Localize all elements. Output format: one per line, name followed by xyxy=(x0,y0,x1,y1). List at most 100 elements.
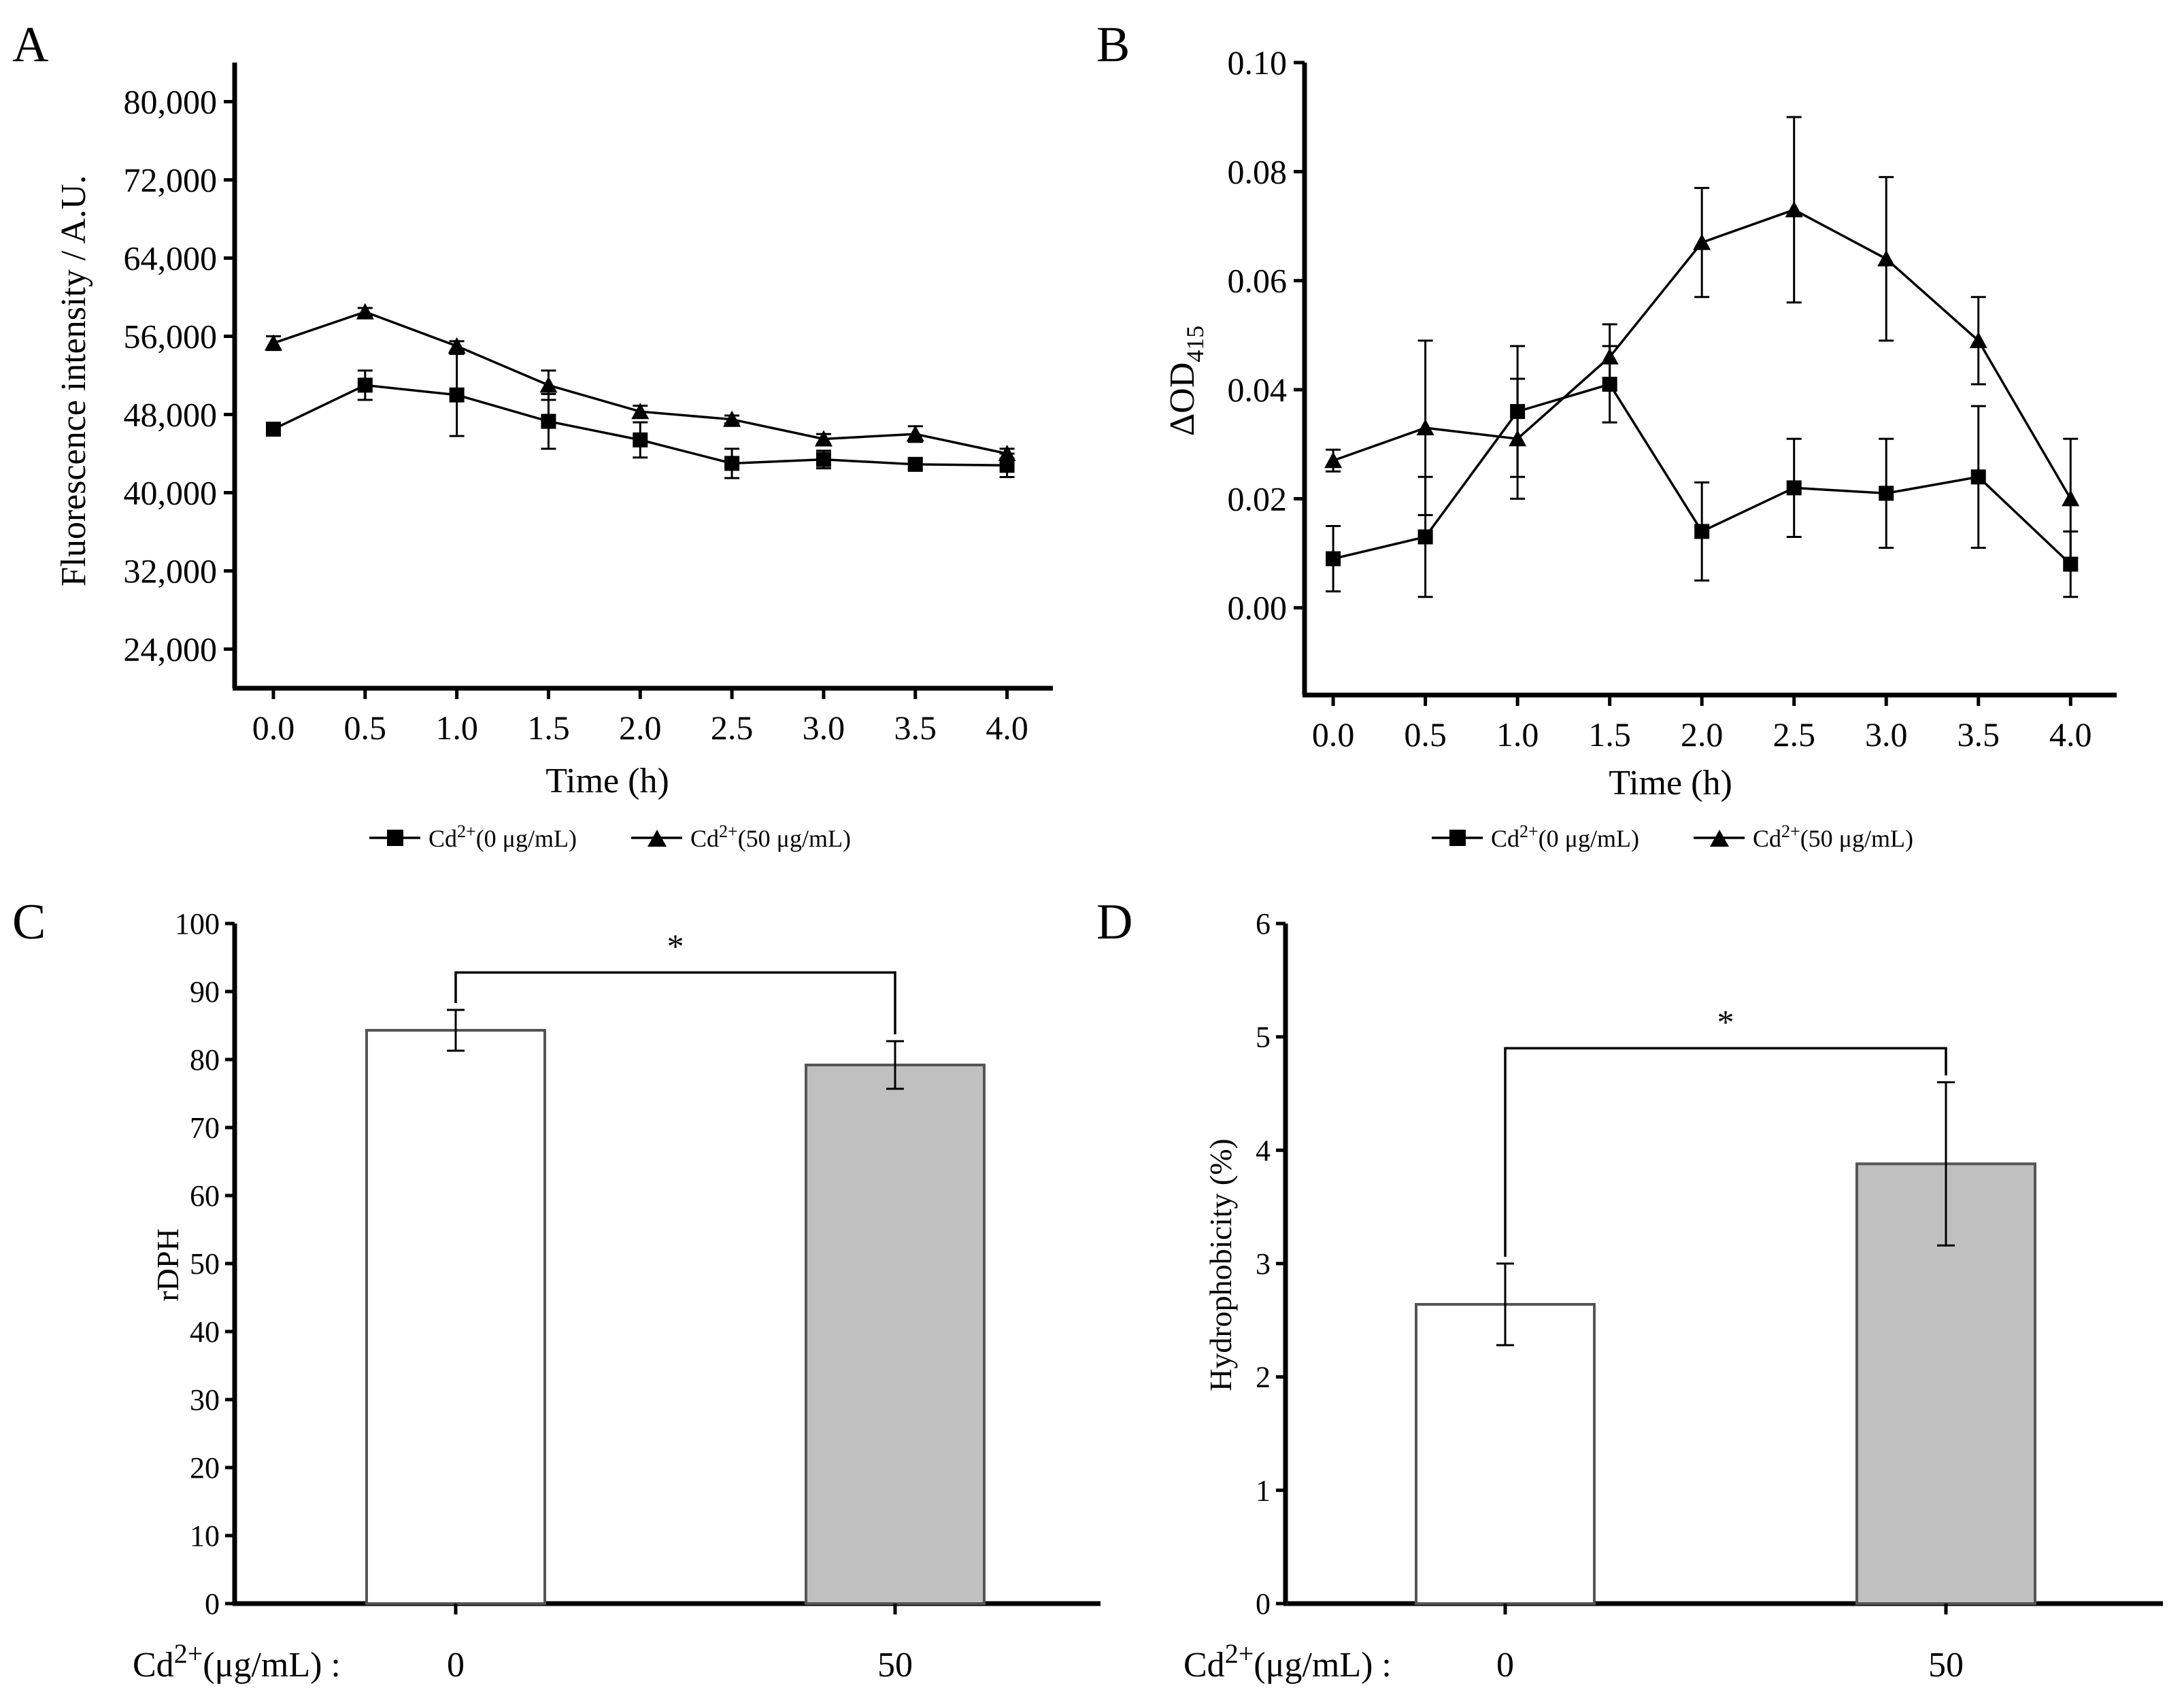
panel-b-y-tick-label: 0.08 xyxy=(1228,152,1288,190)
panel-b-x-tick-label: 3.0 xyxy=(1865,715,1908,754)
panel-a-y-tick-label: 24,000 xyxy=(124,630,218,669)
panel-b-point-triangle xyxy=(2062,490,2080,507)
panel-a-y-ticks: 24,000 32,000 40,000 48,000 56,000 64,000 72,0… xyxy=(124,83,235,669)
panel-b-letter: B xyxy=(1096,17,1130,73)
panel-d-y-tick-label: 5 xyxy=(1256,1021,1271,1054)
panel-a-series xyxy=(264,303,1016,479)
panel-d-x-category-label: 0 xyxy=(1496,1646,1514,1685)
panel-b-legend-square-marker xyxy=(1449,830,1466,846)
panel-d-letter: D xyxy=(1096,894,1132,950)
panel-a-point-square xyxy=(633,432,648,447)
panel-d-bar-chart: D 0 1 2 3 4 5 6 0 50 * Hydrophobicity (%) Cd2+(… xyxy=(1096,894,2163,1685)
panel-c-x-category-label: 0 xyxy=(447,1646,465,1685)
panel-d-y-tick-label: 2 xyxy=(1256,1361,1271,1394)
panel-a-legend-label-1: Cd2+(50 μg/mL) xyxy=(690,822,851,852)
panel-c-significance: * xyxy=(454,927,896,1034)
panel-c-bar-50 xyxy=(805,1064,986,1605)
panel-b-point-triangle xyxy=(1877,250,1896,267)
panel-a-line-chart: A 24,000 32,000 40,000 48,000 56,000 64,000 72… xyxy=(12,17,1053,852)
panel-b-legend-label-0: Cd2+(0 μg/mL) xyxy=(1491,822,1639,852)
panel-b-point-square xyxy=(1417,529,1433,545)
panel-a-letter: A xyxy=(12,17,48,73)
panel-b-x-axis-title: Time (h) xyxy=(1609,764,1732,802)
panel-a-x-tick-label: 3.0 xyxy=(803,709,845,747)
panel-c-y-axis-title: rDPH xyxy=(150,1228,185,1301)
panel-b-point-square xyxy=(1786,480,1802,496)
panel-a-x-ticks: 0.0 0.5 1.0 1.5 2.0 2.5 3.0 3.5 4.0 xyxy=(252,688,1028,747)
panel-b-x-tick-label: 2.0 xyxy=(1681,715,1724,754)
panel-a-y-tick-label: 56,000 xyxy=(124,318,218,356)
panel-a-y-tick-label: 40,000 xyxy=(124,474,218,512)
panel-c-x-category-label: 50 xyxy=(877,1646,913,1685)
panel-c-bars xyxy=(365,1009,986,1605)
panel-c-y-tick-label: 60 xyxy=(190,1179,220,1213)
panel-b-legend-label-1: Cd2+(50 μg/mL) xyxy=(1753,822,1913,852)
panel-a-point-triangle xyxy=(264,334,282,351)
panel-b-point-square xyxy=(1326,551,1341,566)
panel-a-y-tick-label: 72,000 xyxy=(124,161,218,199)
panel-a-legend: Cd2+(0 μg/mL) Cd2+(50 μg/mL) xyxy=(369,822,851,852)
panel-d-x-axis-title: Cd2+(μg/mL) : xyxy=(1183,1638,1392,1685)
panel-c-letter: C xyxy=(12,894,46,950)
panel-a-legend-square-marker xyxy=(387,830,403,846)
panel-d-significance-marker: * xyxy=(1717,1002,1734,1040)
panel-d-y-ticks: 0 1 2 3 4 5 6 xyxy=(1256,907,1286,1621)
panel-b-point-triangle xyxy=(1600,348,1619,365)
panel-a-point-triangle xyxy=(998,445,1016,461)
panel-b-x-tick-label: 2.5 xyxy=(1773,715,1815,754)
panel-b-y-tick-label: 0.00 xyxy=(1228,589,1288,627)
panel-b-legend-triangle-marker xyxy=(1710,830,1729,847)
panel-a-x-tick-label: 4.0 xyxy=(986,709,1028,747)
panel-b-y-tick-label: 0.10 xyxy=(1228,44,1288,82)
panel-b-y-tick-label: 0.04 xyxy=(1228,371,1288,409)
panel-c-y-ticks: 0 10 20 30 40 50 60 70 80 90 100 xyxy=(175,907,235,1621)
panel-a-x-axis-title: Time (h) xyxy=(545,762,669,800)
panel-c-y-tick-label: 100 xyxy=(175,907,220,941)
panel-d-bar-0 xyxy=(1415,1303,1596,1605)
panel-a-x-tick-label: 1.5 xyxy=(527,709,570,747)
panel-b-series xyxy=(1324,116,2080,598)
panel-b-x-tick-label: 4.0 xyxy=(2049,715,2092,754)
panel-d-y-tick-label: 3 xyxy=(1256,1247,1271,1281)
panel-a-point-square xyxy=(449,387,465,403)
panel-b-point-triangle xyxy=(1969,331,1987,348)
panel-a-legend-triangle-marker xyxy=(648,830,667,847)
panel-a-point-square xyxy=(999,458,1015,473)
panel-b-legend: Cd2+(0 μg/mL) Cd2+(50 μg/mL) xyxy=(1432,822,1913,852)
panel-b-line-chart: B 0.00 0.02 0.04 0.06 0.08 0.10 0.0 0.5 1.0 1.5 2… xyxy=(1096,17,2117,852)
panel-b-x-tick-label: 1.5 xyxy=(1588,715,1631,754)
panel-b-point-triangle xyxy=(1785,201,1803,218)
panel-a-x-tick-label: 1.0 xyxy=(435,709,478,747)
panel-a-point-triangle xyxy=(723,410,741,427)
panel-a-y-tick-label: 64,000 xyxy=(124,239,218,277)
panel-c-bar-0 xyxy=(365,1029,546,1605)
panel-b-point-square xyxy=(2063,556,2079,572)
panel-c-bar-chart: C 0 10 20 30 40 50 60 70 80 90 100 0 50 * rDPH Cd2+… xyxy=(12,894,1101,1685)
panel-b-y-axis-title: ΔOD415 xyxy=(1163,326,1209,437)
panel-a-x-tick-label: 0.5 xyxy=(344,709,387,747)
panel-b-point-square xyxy=(1970,469,1986,485)
panel-a-point-square xyxy=(724,456,740,471)
panel-b-point-triangle xyxy=(1416,419,1434,436)
panel-b-x-ticks: 0.0 0.5 1.0 1.5 2.0 2.5 3.0 3.5 4.0 xyxy=(1312,695,2092,754)
panel-a-point-triangle xyxy=(906,425,924,442)
panel-a-point-triangle xyxy=(814,430,833,447)
panel-b-point-triangle xyxy=(1693,233,1711,250)
panel-c-x-axis-title: Cd2+(μg/mL) : xyxy=(133,1638,341,1685)
panel-d-y-tick-label: 1 xyxy=(1256,1474,1271,1507)
panel-d-y-tick-label: 6 xyxy=(1256,907,1271,941)
panel-b-axes xyxy=(1302,63,2117,698)
panel-a-point-triangle xyxy=(448,337,466,354)
panel-c-significance-marker: * xyxy=(667,927,684,965)
panel-a-point-square xyxy=(357,377,373,393)
panel-a-point-triangle xyxy=(356,303,374,320)
panel-c-significance-bracket xyxy=(454,971,896,1034)
panel-b-x-tick-label: 3.5 xyxy=(1957,715,2000,754)
panel-c-y-tick-label: 90 xyxy=(190,975,220,1009)
panel-d-x-category-label: 50 xyxy=(1928,1646,1964,1685)
panel-a-x-tick-label: 3.5 xyxy=(894,709,937,747)
panel-d-y-tick-label: 4 xyxy=(1256,1134,1271,1167)
panel-a-point-square xyxy=(541,413,556,429)
panel-a-x-tick-label: 2.0 xyxy=(619,709,662,747)
